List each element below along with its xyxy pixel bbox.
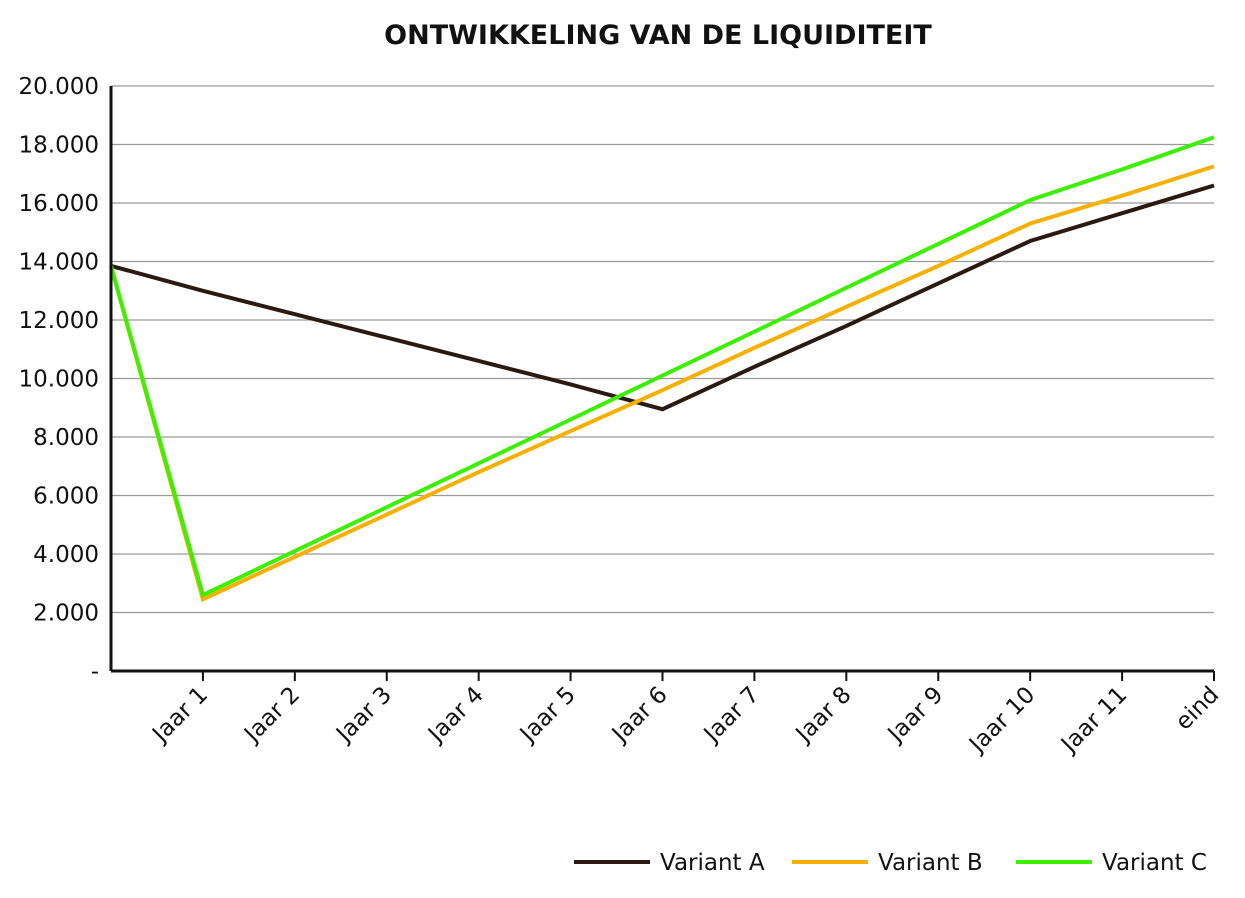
x-tick-label: Jaar 8: [790, 682, 857, 749]
legend-item-variant-c: Variant C: [1016, 850, 1207, 876]
x-tick-label: eind: [1171, 682, 1225, 736]
y-tick-label: 20.000: [19, 74, 99, 100]
y-tick-label: 2.000: [33, 601, 99, 627]
legend-label: Variant A: [660, 850, 765, 876]
x-tick-label: Jaar 1: [146, 682, 213, 749]
chart-title: ONTWIKKELING VAN DE LIQUIDITEIT: [384, 20, 932, 51]
legend-item-variant-b: Variant B: [792, 850, 983, 876]
x-tick-label: Jaar 2: [238, 682, 305, 749]
series-line-variant-c: [109, 135, 1215, 598]
x-axis-tick-labels: Jaar 1 Jaar 2 Jaar 3 Jaar 4 Jaar 5 Jaar 6 Jaar…: [146, 682, 1224, 759]
legend-label: Variant B: [878, 850, 983, 876]
axes: [109, 86, 1215, 681]
x-tick-label: Jaar 7: [698, 682, 765, 749]
x-tick-label: Jaar 3: [330, 682, 397, 749]
y-tick-label: 8.000: [33, 425, 99, 451]
y-tick-label: 12.000: [19, 308, 99, 334]
x-tick-label: Jaar 6: [606, 682, 673, 749]
legend: Variant A Variant B Variant C: [574, 850, 1207, 876]
y-tick-label: 18.000: [19, 133, 99, 159]
gridlines: [111, 85, 1214, 614]
x-tick-label: Jaar 5: [514, 682, 581, 749]
y-tick-label: -: [91, 659, 99, 685]
legend-item-variant-a: Variant A: [574, 850, 765, 876]
y-axis-tick-labels: - 2.000 4.000 6.000 8.000 10.000 12.000 14.000 1…: [19, 74, 99, 685]
x-tick-label: Jaar 9: [882, 682, 949, 749]
series-line-variant-b: [109, 164, 1215, 603]
x-tick-label: Jaar 11: [1055, 682, 1132, 759]
series-lines: [109, 135, 1215, 603]
y-tick-label: 6.000: [33, 484, 99, 510]
series-line-variant-a: [110, 183, 1215, 412]
x-tick-label: Jaar 10: [963, 682, 1040, 759]
legend-label: Variant C: [1102, 850, 1207, 876]
y-tick-label: 4.000: [33, 542, 99, 568]
y-tick-label: 14.000: [19, 250, 99, 276]
x-tick-label: Jaar 4: [422, 682, 489, 749]
y-tick-label: 16.000: [19, 191, 99, 217]
y-tick-label: 10.000: [19, 367, 99, 393]
